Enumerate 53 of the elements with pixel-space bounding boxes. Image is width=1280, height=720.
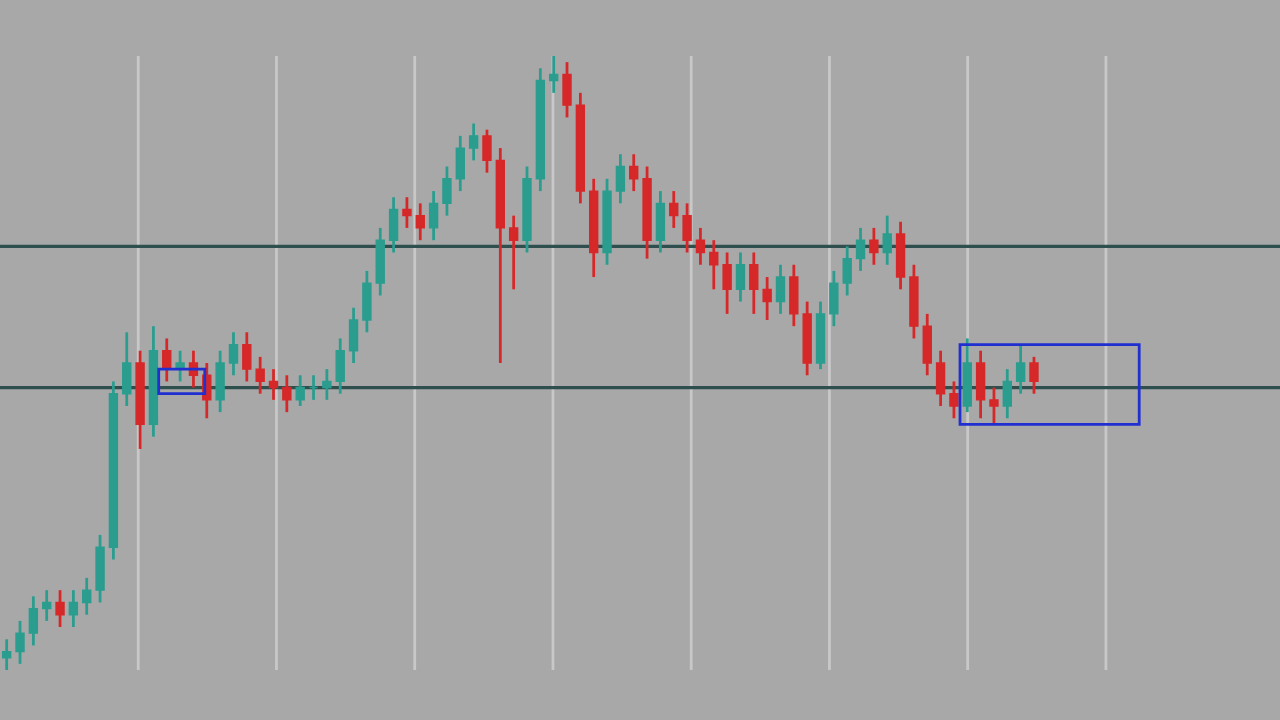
candlestick [1029,355,1039,396]
candlestick [282,373,292,414]
candlestick [562,60,572,119]
candlestick [508,214,519,291]
candlestick [375,226,385,297]
candlestick [28,594,39,647]
candlestick [122,330,132,408]
candlestick [548,56,559,95]
candlestick [362,269,372,334]
candlestick [922,312,932,377]
candlestick [1015,343,1026,396]
candlestick [629,152,639,193]
candlestick [388,195,399,254]
candlestick [68,588,79,629]
candlestick [442,165,452,218]
candlestick [709,238,719,291]
candlestick [615,152,626,205]
candlestick [869,226,879,267]
candlestick [949,380,959,420]
candlestick [722,251,732,316]
candlestick [655,189,666,254]
candlestick [415,201,425,242]
candlestick [82,576,92,617]
candlestick [975,349,986,420]
candlestick [41,588,52,623]
candlestick [855,226,866,273]
candlestick [935,349,946,408]
candlestick [15,619,25,666]
candlestick [95,533,105,604]
candlestick [55,588,65,629]
candlestick [989,386,999,426]
candlestick [335,337,345,396]
candlestick [895,220,906,291]
candlestick [775,263,786,316]
candlestick [695,226,706,267]
candlestick [735,251,746,303]
candlestick [402,195,412,230]
candlestick [295,373,305,408]
candlestick [215,349,225,414]
candlestick [228,330,239,377]
candlestick [682,201,692,254]
candlestick [1,637,12,670]
candlestick [669,189,679,230]
candlestick [428,189,439,242]
candlestick [268,367,279,402]
candlestick [322,367,332,402]
candlestick [468,122,479,162]
candlestick [962,337,972,414]
candlestick [455,134,465,193]
candlestick [348,306,359,365]
candlestick [482,128,492,175]
candlestick [1002,367,1012,420]
candlestick [882,214,892,267]
